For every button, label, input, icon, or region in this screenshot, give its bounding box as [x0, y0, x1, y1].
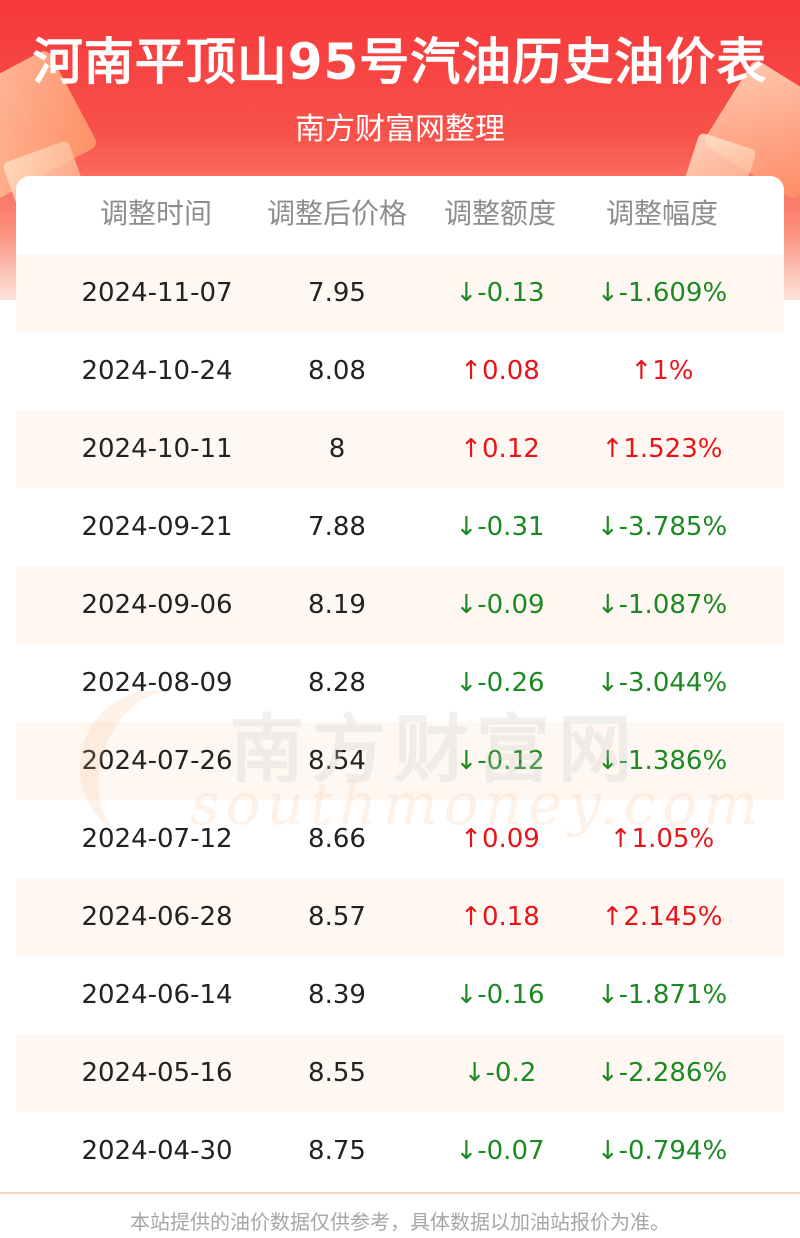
cell-price: 7.88 — [308, 512, 366, 542]
column-header-price: 调整后价格 — [266, 197, 407, 230]
cell-date: 2024-07-26 — [81, 746, 233, 776]
table-row: 2024-10-24 8.08 ↑0.08 ↑1% — [16, 332, 784, 410]
cell-change: ↑0.09 — [460, 824, 540, 854]
cell-price: 7.95 — [308, 278, 366, 308]
cell-change: ↓-0.26 — [455, 668, 545, 698]
table-row: 2024-07-12 8.66 ↑0.09 ↑1.05% — [16, 800, 784, 878]
footer-note: 本站提供的油价数据仅供参考，具体数据以加油站报价为准。 — [130, 1210, 670, 1234]
cell-date: 2024-11-07 — [81, 278, 233, 308]
cell-percent: ↓-2.286% — [596, 1058, 728, 1088]
cell-price: 8.54 — [308, 746, 366, 776]
cell-change: ↑0.12 — [460, 434, 540, 464]
table-row: 2024-06-14 8.39 ↓-0.16 ↓-1.871% — [16, 956, 784, 1034]
cell-price: 8 — [328, 434, 346, 464]
cell-date: 2024-06-28 — [81, 902, 233, 932]
cell-price: 8.57 — [308, 902, 366, 932]
footer-divider — [0, 1192, 800, 1194]
cell-change: ↓-0.13 — [455, 278, 545, 308]
cell-percent: ↓-1.087% — [596, 590, 728, 620]
cell-percent: ↑1.523% — [601, 434, 723, 464]
cell-date: 2024-07-12 — [81, 824, 233, 854]
cell-price: 8.39 — [308, 980, 366, 1010]
cell-date: 2024-10-11 — [81, 434, 233, 464]
table-row: 2024-06-28 8.57 ↑0.18 ↑2.145% — [16, 878, 784, 956]
table-row: 2024-10-11 8 ↑0.12 ↑1.523% — [16, 410, 784, 488]
column-header-percent: 调整幅度 — [605, 197, 718, 230]
cell-price: 8.19 — [308, 590, 366, 620]
cell-date: 2024-04-30 — [81, 1136, 233, 1166]
cell-percent: ↓-1.386% — [596, 746, 728, 776]
table-row: 2024-08-09 8.28 ↓-0.26 ↓-3.044% — [16, 644, 784, 722]
table-row: 2024-05-16 8.55 ↓-0.2 ↓-2.286% — [16, 1034, 784, 1112]
cell-percent: ↓-1.609% — [596, 278, 728, 308]
cell-percent: ↓-0.794% — [596, 1136, 728, 1166]
cell-percent: ↓-3.044% — [596, 668, 728, 698]
cell-price: 8.66 — [308, 824, 366, 854]
cell-percent: ↑1.05% — [609, 824, 715, 854]
table-header: 调整时间 调整后价格 调整额度 调整幅度 — [16, 176, 784, 252]
cell-change: ↓-0.31 — [455, 512, 545, 542]
cell-change: ↓-0.12 — [455, 746, 545, 776]
cell-date: 2024-10-24 — [81, 356, 233, 386]
table-row: 2024-09-21 7.88 ↓-0.31 ↓-3.785% — [16, 488, 784, 566]
cell-price: 8.75 — [308, 1136, 366, 1166]
table-row: 2024-11-07 7.95 ↓-0.13 ↓-1.609% — [16, 254, 784, 332]
cell-percent: ↓-3.785% — [596, 512, 728, 542]
cell-change: ↑0.18 — [460, 902, 540, 932]
cell-date: 2024-08-09 — [81, 668, 233, 698]
cell-date: 2024-09-21 — [81, 512, 233, 542]
cell-percent: ↑2.145% — [601, 902, 723, 932]
cell-change: ↓-0.09 — [455, 590, 545, 620]
table-row: 2024-07-26 8.54 ↓-0.12 ↓-1.386% — [16, 722, 784, 800]
cell-change: ↓-0.16 — [455, 980, 545, 1010]
page-subtitle: 南方财富网整理 — [295, 112, 505, 147]
column-header-change: 调整额度 — [443, 197, 556, 230]
cell-date: 2024-06-14 — [81, 980, 233, 1010]
cell-change: ↑0.08 — [460, 356, 540, 386]
cell-date: 2024-05-16 — [81, 1058, 233, 1088]
cell-percent: ↓-1.871% — [596, 980, 728, 1010]
cell-price: 8.28 — [308, 668, 366, 698]
table-row: 2024-09-06 8.19 ↓-0.09 ↓-1.087% — [16, 566, 784, 644]
cell-change: ↓-0.07 — [455, 1136, 545, 1166]
table-row: 2024-04-30 8.75 ↓-0.07 ↓-0.794% — [16, 1112, 784, 1190]
column-header-date: 调整时间 — [99, 197, 212, 230]
cell-change: ↓-0.2 — [463, 1058, 537, 1088]
cell-date: 2024-09-06 — [81, 590, 233, 620]
cell-percent: ↑1% — [630, 356, 694, 386]
cell-price: 8.55 — [308, 1058, 366, 1088]
price-table: 调整时间 调整后价格 调整额度 调整幅度 2024-11-07 7.95 ↓-0.1… — [16, 176, 784, 1186]
cell-price: 8.08 — [308, 356, 366, 386]
page-title: 河南平顶山95号汽油历史油价表 — [32, 33, 768, 91]
